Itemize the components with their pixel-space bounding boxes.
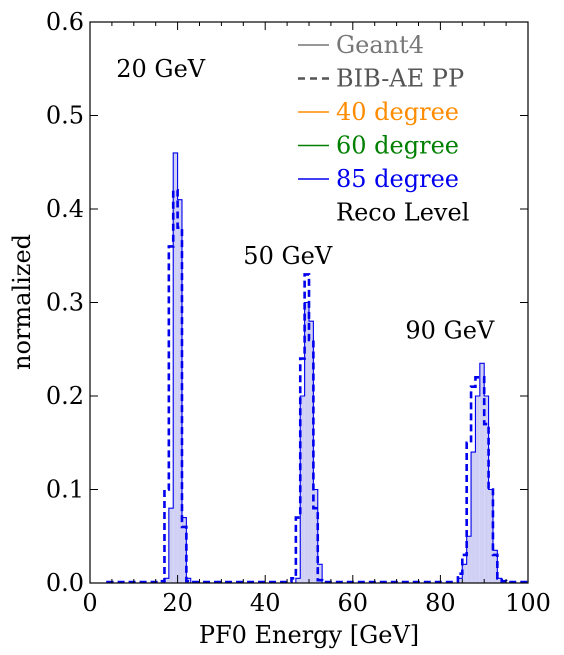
legend-label: 40 degree [336,98,459,126]
legend-label: 85 degree [336,165,459,193]
histogram-bin [173,152,178,583]
histogram-bin [181,517,187,583]
legend-item: Reco Level [336,199,469,227]
histogram-bin [300,396,305,583]
legend-item: 60 degree [298,132,459,160]
x-tick-label: 100 [505,589,551,617]
x-axis-label: PF0 Energy [GeV] [199,621,419,649]
x-tick-label: 60 [338,589,369,617]
peak-annotation: 20 GeV [116,55,206,83]
histogram-bin [457,578,463,583]
x-tick-label: 40 [250,589,281,617]
ticks-layer [89,21,529,584]
histogram-bin [497,578,502,583]
histogram-bin [462,564,467,583]
histogram-bin [304,302,309,583]
y-axis-label: normalized [8,234,36,370]
x-tick-label: 80 [425,589,456,617]
annotations-layer: 20 GeV 50 GeV 90 GeV [116,55,495,345]
y-tick-label: 0.3 [46,289,84,317]
y-tick-label: 0.1 [46,476,84,504]
histogram-bin [471,452,476,583]
y-tick-label: 0.6 [46,8,84,36]
x-tick-label: 20 [162,589,193,617]
legend-item: 40 degree [298,98,459,126]
x-tick-label: 0 [82,589,97,617]
series-line-bib-ae-pp [106,189,530,584]
y-tick-label: 0.2 [46,382,84,410]
series-geant4 [164,152,502,583]
legend-label: Reco Level [336,199,469,227]
histogram-bin [309,321,314,583]
y-tick-label: 0.5 [46,102,84,130]
histogram-bin [317,564,323,583]
peak-annotation: 90 GeV [405,317,495,345]
fill-layer [164,152,502,583]
histogram-bin [492,550,498,583]
legend-label: Geant4 [336,31,424,59]
histogram-bin [475,396,480,583]
histogram-bin [168,508,174,583]
series-layer [106,152,530,584]
histogram-bin [479,363,485,583]
histogram-bin [313,489,318,583]
histogram-bin [484,396,489,583]
legend-item: BIB-AE PP [298,65,464,93]
histogram-bin [466,536,472,583]
legend-item: 85 degree [298,165,459,193]
legend-label: BIB-AE PP [336,65,464,93]
y-tick-labels: 0.0 0.1 0.2 0.3 0.4 0.5 0.6 [46,8,84,597]
x-tick-labels: 0 20 40 60 80 100 [82,589,551,617]
y-tick-label: 0.0 [46,569,84,597]
histogram-bin [488,489,493,583]
histogram-bin [177,199,182,583]
y-tick-label: 0.4 [46,195,84,223]
legend-label: 60 degree [336,132,459,160]
series-bib-ae-pp [106,189,530,584]
histogram-bin [295,578,301,583]
legend-item: Geant4 [298,31,424,59]
peak-annotation: 50 GeV [243,242,333,270]
legend: Geant4 BIB-AE PP 40 degree 60 degree 85 degr… [298,31,469,227]
histogram-bin [164,578,169,583]
